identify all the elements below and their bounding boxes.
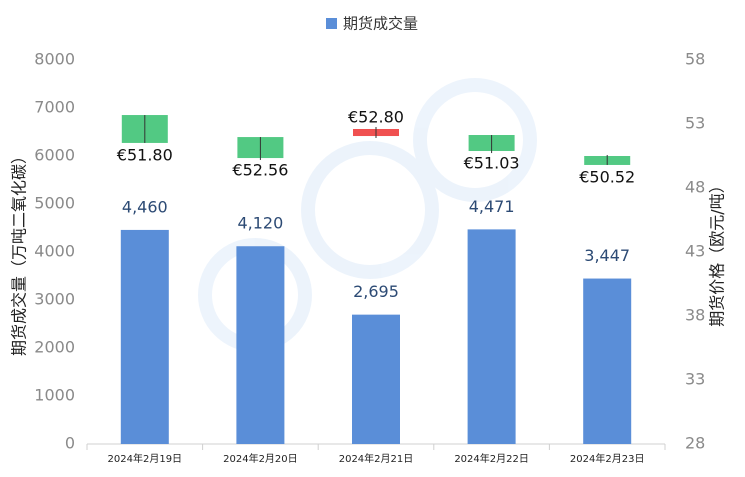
legend-label: 期货成交量 xyxy=(343,15,418,33)
bar-value-label: 4,460 xyxy=(122,197,168,216)
y2-tick-label: 43 xyxy=(685,242,705,261)
y-tick-label: 1000 xyxy=(34,386,75,405)
y-tick-label: 5000 xyxy=(34,194,75,213)
bar-value-label: 2,695 xyxy=(353,282,399,301)
y2-axis-title: 期货价格（欧元/吨） xyxy=(708,177,727,326)
y2-tick-label: 38 xyxy=(685,306,705,325)
x-tick-label: 2024年2月20日 xyxy=(223,452,298,465)
y2-tick-label: 48 xyxy=(685,178,705,197)
y-tick-label: 2000 xyxy=(34,338,75,357)
y2-tick-label: 33 xyxy=(685,370,705,389)
x-tick-label: 2024年2月19日 xyxy=(108,452,183,465)
y-tick-label: 7000 xyxy=(34,98,75,117)
x-tick-label: 2024年2月22日 xyxy=(454,452,529,465)
y-axis-title: 期货成交量（万吨二氧化碳） xyxy=(10,148,29,356)
price-label: €52.80 xyxy=(348,107,404,126)
y-tick-label: 4000 xyxy=(34,242,75,261)
x-tick-label: 2024年2月23日 xyxy=(570,452,645,465)
x-tick-label: 2024年2月21日 xyxy=(339,452,414,465)
y-tick-label: 8000 xyxy=(34,50,75,69)
y2-tick-label: 58 xyxy=(685,50,705,69)
bar-value-label: 4,471 xyxy=(469,197,515,216)
price-label: €52.56 xyxy=(232,161,288,180)
bar xyxy=(583,278,632,444)
bar xyxy=(236,246,285,444)
price-label: €51.80 xyxy=(117,145,173,164)
bar xyxy=(467,229,516,444)
y2-tick-label: 53 xyxy=(685,114,705,133)
y-tick-label: 6000 xyxy=(34,146,75,165)
bar-value-label: 4,120 xyxy=(237,214,283,233)
y-tick-label: 0 xyxy=(65,434,75,453)
bar xyxy=(120,229,169,444)
y2-tick-label: 28 xyxy=(685,434,705,453)
price-label: €51.03 xyxy=(464,154,520,173)
legend-swatch xyxy=(326,18,337,29)
y-tick-label: 3000 xyxy=(34,290,75,309)
bar xyxy=(352,314,400,444)
price-label: €50.52 xyxy=(579,167,635,186)
bar-value-label: 3,447 xyxy=(584,246,630,265)
